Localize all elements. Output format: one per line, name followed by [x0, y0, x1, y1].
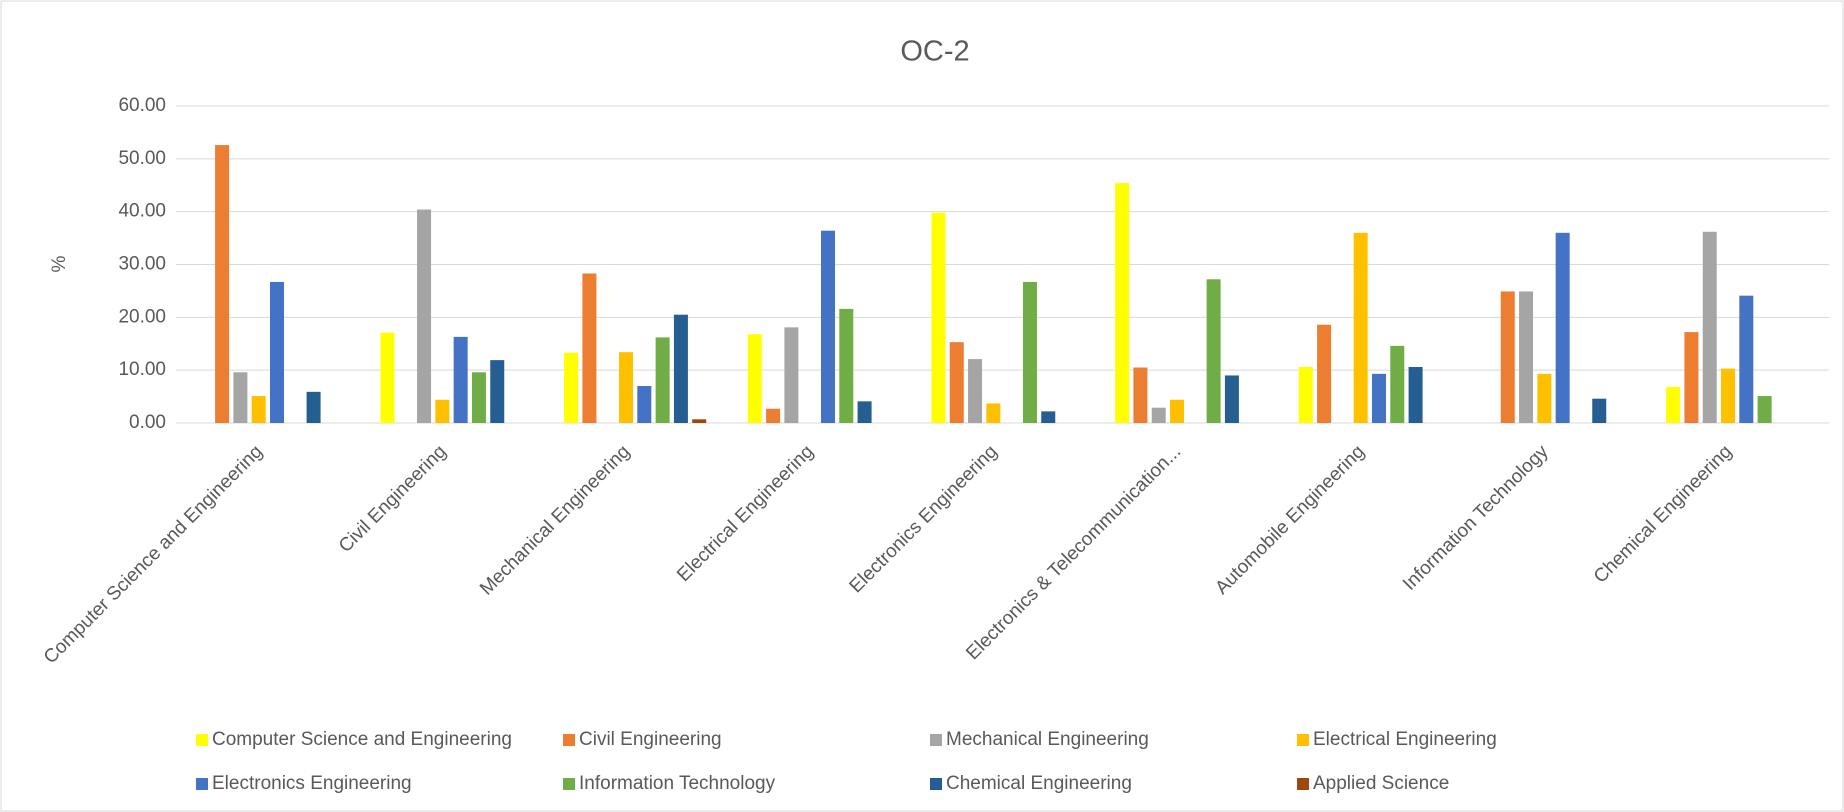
bar	[766, 408, 781, 423]
bar	[1317, 324, 1332, 423]
legend-swatch	[1297, 734, 1309, 746]
bar	[1684, 332, 1699, 423]
legend-label: Applied Science	[1313, 773, 1449, 794]
bar	[1519, 291, 1534, 423]
bar	[582, 273, 597, 423]
bar	[1041, 411, 1056, 423]
bar	[1408, 366, 1423, 423]
bar	[1298, 366, 1313, 423]
legend-label: Civil Engineering	[579, 729, 722, 750]
bar	[417, 209, 432, 423]
bar	[784, 327, 799, 423]
bar	[1390, 345, 1405, 423]
bar	[1721, 368, 1736, 423]
legend-swatch	[563, 734, 575, 746]
bar	[1353, 232, 1368, 423]
bar	[1757, 396, 1772, 423]
legend-label: Mechanical Engineering	[946, 729, 1149, 750]
bar	[471, 372, 486, 423]
bar	[692, 419, 707, 423]
bar	[1666, 387, 1681, 423]
legend-swatch	[1297, 778, 1309, 790]
bar	[380, 332, 395, 423]
bar	[673, 314, 688, 423]
bar	[215, 145, 230, 423]
y-tick-label: 0.00	[129, 412, 166, 433]
y-tick-label: 20.00	[118, 306, 166, 327]
bar	[1537, 373, 1552, 423]
y-tick-label: 50.00	[118, 148, 166, 169]
bar	[269, 281, 284, 423]
bar	[490, 360, 505, 423]
legend-swatch	[196, 778, 208, 790]
legend-label: Electrical Engineering	[1313, 729, 1497, 750]
bar	[1115, 183, 1130, 423]
y-tick-label: 30.00	[118, 254, 166, 275]
bar	[949, 342, 964, 423]
bar	[655, 337, 670, 423]
bar	[1170, 399, 1185, 423]
bar	[986, 403, 1001, 423]
bar	[233, 372, 248, 423]
bar	[1206, 279, 1221, 423]
chart-title: OC-2	[900, 36, 969, 68]
bar	[1371, 373, 1386, 423]
y-tick-label: 60.00	[118, 95, 166, 116]
bar	[1500, 291, 1515, 423]
bar	[453, 336, 468, 423]
bar	[1133, 367, 1148, 423]
bar	[637, 386, 652, 423]
legend-swatch	[563, 778, 575, 790]
bar	[1592, 398, 1607, 423]
y-tick-label: 40.00	[118, 201, 166, 222]
legend-label: Information Technology	[579, 773, 776, 794]
legend-label: Electronics Engineering	[212, 773, 412, 794]
legend-label: Computer Science and Engineering	[212, 729, 512, 750]
bar	[1739, 295, 1754, 423]
bar	[251, 396, 266, 423]
bar	[857, 401, 872, 423]
legend-swatch	[930, 734, 942, 746]
bar	[968, 359, 983, 423]
bar	[1555, 232, 1570, 423]
bar	[820, 230, 835, 423]
legend-swatch	[930, 778, 942, 790]
bar	[839, 308, 854, 423]
bar	[306, 391, 321, 423]
bar	[1151, 407, 1166, 423]
bar	[435, 399, 450, 423]
legend-swatch	[196, 734, 208, 746]
bar	[931, 212, 946, 423]
bar	[1702, 231, 1717, 423]
bar	[1022, 281, 1037, 423]
y-tick-label: 10.00	[118, 359, 166, 380]
bar	[564, 352, 579, 423]
legend-label: Chemical Engineering	[946, 773, 1132, 794]
bar	[747, 334, 762, 423]
y-axis-label: %	[49, 255, 70, 272]
bar	[1224, 375, 1239, 423]
bar	[619, 352, 634, 423]
